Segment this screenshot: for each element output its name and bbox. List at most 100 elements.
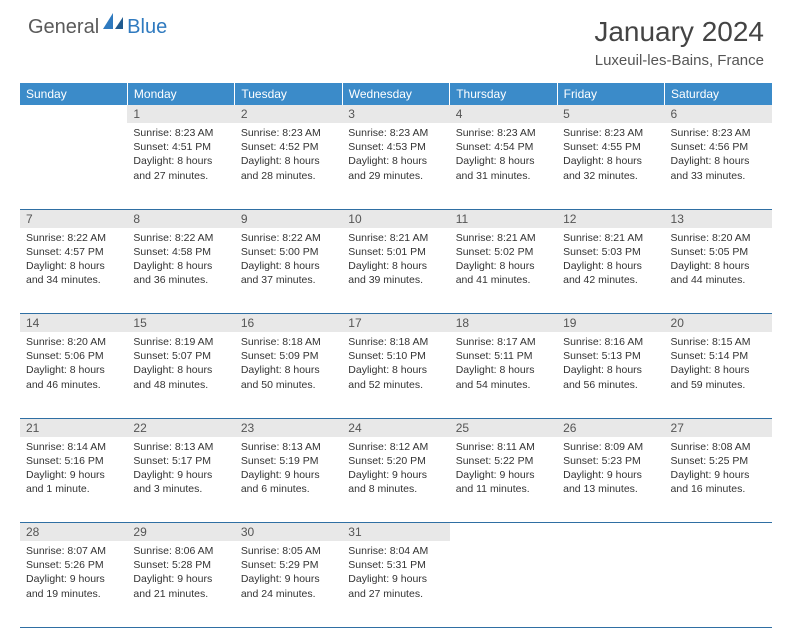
sunrise-text: Sunrise: 8:13 AM (241, 440, 336, 454)
sunset-text: Sunset: 5:06 PM (26, 349, 121, 363)
sunset-text: Sunset: 5:13 PM (563, 349, 658, 363)
daylight-text: Daylight: 8 hours and 34 minutes. (26, 259, 121, 287)
day-cell: Sunrise: 8:23 AMSunset: 4:54 PMDaylight:… (450, 123, 557, 209)
day-cell: Sunrise: 8:11 AMSunset: 5:22 PMDaylight:… (450, 437, 557, 523)
day-cell: Sunrise: 8:21 AMSunset: 5:01 PMDaylight:… (342, 228, 449, 314)
day-number: 11 (450, 209, 557, 228)
day-details: Sunrise: 8:23 AMSunset: 4:55 PMDaylight:… (557, 123, 664, 187)
weekday-header: Saturday (665, 83, 772, 105)
sunset-text: Sunset: 5:17 PM (133, 454, 228, 468)
day-cell: Sunrise: 8:13 AMSunset: 5:19 PMDaylight:… (235, 437, 342, 523)
day-details: Sunrise: 8:14 AMSunset: 5:16 PMDaylight:… (20, 437, 127, 501)
day-number: 18 (450, 314, 557, 333)
day-number: 9 (235, 209, 342, 228)
sunset-text: Sunset: 5:01 PM (348, 245, 443, 259)
sunrise-text: Sunrise: 8:23 AM (348, 126, 443, 140)
sunrise-text: Sunrise: 8:22 AM (241, 231, 336, 245)
daylight-text: Daylight: 9 hours and 19 minutes. (26, 572, 121, 600)
daynum-row: 123456 (20, 105, 772, 123)
sunset-text: Sunset: 4:51 PM (133, 140, 228, 154)
sunset-text: Sunset: 5:14 PM (671, 349, 766, 363)
day-number: 22 (127, 418, 234, 437)
week-row: Sunrise: 8:20 AMSunset: 5:06 PMDaylight:… (20, 332, 772, 418)
sunrise-text: Sunrise: 8:23 AM (133, 126, 228, 140)
brand-logo: General Blue (28, 16, 167, 39)
day-cell: Sunrise: 8:23 AMSunset: 4:56 PMDaylight:… (665, 123, 772, 209)
day-details: Sunrise: 8:16 AMSunset: 5:13 PMDaylight:… (557, 332, 664, 396)
sunset-text: Sunset: 5:02 PM (456, 245, 551, 259)
month-title: January 2024 (594, 16, 764, 48)
daylight-text: Daylight: 8 hours and 33 minutes. (671, 154, 766, 182)
day-cell: Sunrise: 8:20 AMSunset: 5:05 PMDaylight:… (665, 228, 772, 314)
week-row: Sunrise: 8:22 AMSunset: 4:57 PMDaylight:… (20, 228, 772, 314)
week-row: Sunrise: 8:07 AMSunset: 5:26 PMDaylight:… (20, 541, 772, 627)
daynum-row: 21222324252627 (20, 418, 772, 437)
day-details: Sunrise: 8:17 AMSunset: 5:11 PMDaylight:… (450, 332, 557, 396)
day-number: 16 (235, 314, 342, 333)
sunset-text: Sunset: 5:07 PM (133, 349, 228, 363)
day-cell: Sunrise: 8:05 AMSunset: 5:29 PMDaylight:… (235, 541, 342, 627)
day-number (450, 523, 557, 542)
day-cell: Sunrise: 8:12 AMSunset: 5:20 PMDaylight:… (342, 437, 449, 523)
calendar-table: Sunday Monday Tuesday Wednesday Thursday… (20, 83, 772, 628)
day-cell: Sunrise: 8:23 AMSunset: 4:52 PMDaylight:… (235, 123, 342, 209)
day-number: 21 (20, 418, 127, 437)
day-details: Sunrise: 8:06 AMSunset: 5:28 PMDaylight:… (127, 541, 234, 605)
week-row: Sunrise: 8:14 AMSunset: 5:16 PMDaylight:… (20, 437, 772, 523)
sunrise-text: Sunrise: 8:22 AM (133, 231, 228, 245)
day-cell: Sunrise: 8:23 AMSunset: 4:55 PMDaylight:… (557, 123, 664, 209)
day-cell: Sunrise: 8:21 AMSunset: 5:02 PMDaylight:… (450, 228, 557, 314)
daylight-text: Daylight: 8 hours and 56 minutes. (563, 363, 658, 391)
day-number: 29 (127, 523, 234, 542)
sunrise-text: Sunrise: 8:13 AM (133, 440, 228, 454)
location: Luxeuil-les-Bains, France (594, 52, 764, 69)
weekday-header: Monday (127, 83, 234, 105)
day-number: 25 (450, 418, 557, 437)
daylight-text: Daylight: 9 hours and 6 minutes. (241, 468, 336, 496)
day-number: 3 (342, 105, 449, 123)
sunset-text: Sunset: 4:52 PM (241, 140, 336, 154)
sunset-text: Sunset: 5:10 PM (348, 349, 443, 363)
sunset-text: Sunset: 4:58 PM (133, 245, 228, 259)
day-cell (665, 541, 772, 627)
day-details: Sunrise: 8:18 AMSunset: 5:10 PMDaylight:… (342, 332, 449, 396)
day-details: Sunrise: 8:18 AMSunset: 5:09 PMDaylight:… (235, 332, 342, 396)
day-number: 8 (127, 209, 234, 228)
day-cell: Sunrise: 8:14 AMSunset: 5:16 PMDaylight:… (20, 437, 127, 523)
day-cell: Sunrise: 8:18 AMSunset: 5:10 PMDaylight:… (342, 332, 449, 418)
day-details: Sunrise: 8:12 AMSunset: 5:20 PMDaylight:… (342, 437, 449, 501)
sunset-text: Sunset: 5:25 PM (671, 454, 766, 468)
sunrise-text: Sunrise: 8:18 AM (241, 335, 336, 349)
header: General Blue January 2024 Luxeuil-les-Ba… (0, 0, 792, 77)
week-row: Sunrise: 8:23 AMSunset: 4:51 PMDaylight:… (20, 123, 772, 209)
day-details: Sunrise: 8:11 AMSunset: 5:22 PMDaylight:… (450, 437, 557, 501)
daylight-text: Daylight: 8 hours and 32 minutes. (563, 154, 658, 182)
day-details: Sunrise: 8:08 AMSunset: 5:25 PMDaylight:… (665, 437, 772, 501)
daylight-text: Daylight: 8 hours and 27 minutes. (133, 154, 228, 182)
sunset-text: Sunset: 4:54 PM (456, 140, 551, 154)
daylight-text: Daylight: 9 hours and 21 minutes. (133, 572, 228, 600)
sunset-text: Sunset: 5:03 PM (563, 245, 658, 259)
sunrise-text: Sunrise: 8:16 AM (563, 335, 658, 349)
daylight-text: Daylight: 8 hours and 37 minutes. (241, 259, 336, 287)
day-cell: Sunrise: 8:23 AMSunset: 4:51 PMDaylight:… (127, 123, 234, 209)
sunrise-text: Sunrise: 8:12 AM (348, 440, 443, 454)
day-cell: Sunrise: 8:23 AMSunset: 4:53 PMDaylight:… (342, 123, 449, 209)
day-details: Sunrise: 8:21 AMSunset: 5:01 PMDaylight:… (342, 228, 449, 292)
day-cell (20, 123, 127, 209)
weekday-header: Thursday (450, 83, 557, 105)
day-number: 27 (665, 418, 772, 437)
day-number: 15 (127, 314, 234, 333)
sunset-text: Sunset: 4:53 PM (348, 140, 443, 154)
day-number (557, 523, 664, 542)
daynum-row: 14151617181920 (20, 314, 772, 333)
brand-part2: Blue (127, 16, 167, 39)
daylight-text: Daylight: 8 hours and 48 minutes. (133, 363, 228, 391)
sunset-text: Sunset: 5:29 PM (241, 558, 336, 572)
sunset-text: Sunset: 4:57 PM (26, 245, 121, 259)
day-details: Sunrise: 8:09 AMSunset: 5:23 PMDaylight:… (557, 437, 664, 501)
day-number: 12 (557, 209, 664, 228)
daylight-text: Daylight: 8 hours and 59 minutes. (671, 363, 766, 391)
day-details: Sunrise: 8:05 AMSunset: 5:29 PMDaylight:… (235, 541, 342, 605)
sunrise-text: Sunrise: 8:05 AM (241, 544, 336, 558)
